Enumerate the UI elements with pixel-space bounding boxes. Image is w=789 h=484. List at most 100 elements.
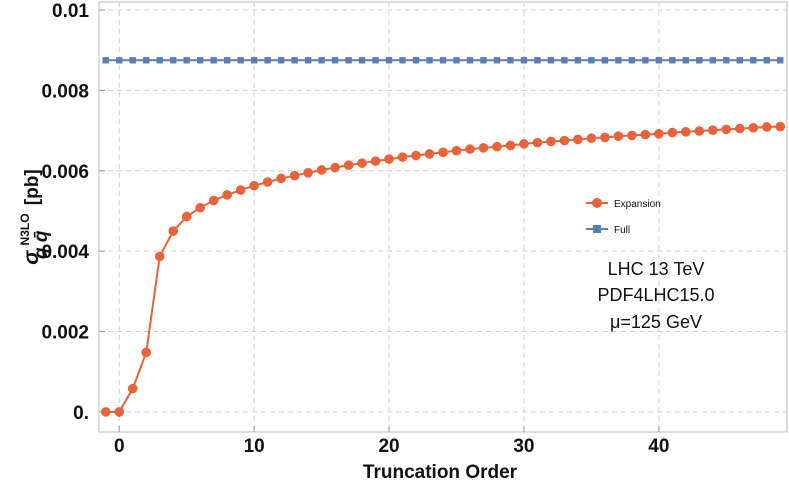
data-point-full <box>453 57 460 64</box>
data-point-expansion <box>451 145 462 156</box>
data-point-full <box>237 57 244 64</box>
data-point-expansion <box>559 135 570 146</box>
data-point-expansion <box>154 251 165 262</box>
series-full <box>102 57 784 64</box>
annotation-collider: LHC 13 TeV <box>608 259 705 279</box>
legend-item-expansion: Expansion <box>586 198 661 210</box>
data-point-expansion <box>276 173 286 184</box>
data-point-full <box>534 57 541 64</box>
grid <box>99 2 787 432</box>
data-point-expansion <box>208 195 219 206</box>
data-point-expansion <box>235 185 246 195</box>
data-point-expansion <box>343 160 354 170</box>
x-tick-label: 0 <box>114 436 125 457</box>
data-point-expansion <box>546 136 556 147</box>
data-point-full <box>615 57 622 64</box>
data-point-full <box>304 57 312 64</box>
data-point-full <box>561 57 568 64</box>
data-point-full <box>331 57 339 64</box>
data-point-full <box>750 57 757 64</box>
data-point-expansion <box>748 122 759 133</box>
data-point-full <box>507 57 514 64</box>
data-point-full <box>399 57 406 64</box>
x-tick-label: 10 <box>244 436 265 457</box>
y-axis-title: σ N3LO [pb] q q̄ <box>13 169 52 264</box>
data-point-full <box>480 57 487 64</box>
data-point-expansion <box>370 156 381 166</box>
y-tick-label: 0. <box>73 403 89 424</box>
annotation: LHC 13 TeV PDF4LHC15.0 μ=125 GeV <box>597 259 714 332</box>
svg-text:σ N3LO [pb]: σ N3LO [pb] <box>13 169 43 264</box>
data-point-expansion <box>141 347 152 358</box>
series-expansion <box>100 121 786 417</box>
data-point-full <box>358 57 366 64</box>
data-point-expansion <box>249 180 259 191</box>
data-point-full <box>345 57 352 64</box>
data-point-expansion <box>289 170 300 181</box>
data-point-expansion <box>640 129 651 140</box>
x-tick-label: 30 <box>513 436 534 457</box>
annotation-pdf: PDF4LHC15.0 <box>597 285 714 305</box>
data-point-expansion <box>316 165 327 175</box>
data-point-full <box>183 57 190 64</box>
data-point-full <box>696 57 703 64</box>
data-point-expansion <box>478 143 489 153</box>
data-point-full <box>156 57 163 64</box>
data-point-full <box>116 57 123 64</box>
data-point-expansion <box>438 147 448 158</box>
data-point-full <box>277 57 285 64</box>
data-point-full <box>129 57 136 64</box>
data-point-full <box>264 57 271 64</box>
data-point-expansion <box>181 211 192 222</box>
data-point-full <box>601 57 609 64</box>
data-point-full <box>709 57 717 64</box>
y-axis-subscript: q q̄ <box>31 230 52 259</box>
data-point-full <box>777 57 784 64</box>
data-point-full <box>493 57 501 64</box>
data-point-full <box>466 57 474 64</box>
data-point-full <box>210 57 217 64</box>
legend-label-full: Full <box>614 225 630 236</box>
y-axis-symbol: σ <box>20 250 43 265</box>
data-point-full <box>588 57 595 64</box>
data-point-expansion <box>613 131 624 142</box>
data-point-full <box>196 57 204 64</box>
data-point-full <box>223 57 231 64</box>
axes: 0 10 20 30 40 0. 0.002 0.004 0.006 0.008 0.01 <box>41 1 669 457</box>
y-axis-superscript: N3LO <box>18 213 32 245</box>
data-point-expansion <box>505 140 516 151</box>
data-point-expansion <box>222 190 232 200</box>
data-point-full <box>426 57 433 64</box>
x-tick-label: 20 <box>378 436 399 457</box>
data-point-full <box>574 57 582 64</box>
x-tick-label: 40 <box>648 436 669 457</box>
data-point-full <box>642 57 649 64</box>
data-point-full <box>655 57 663 64</box>
data-point-full <box>682 57 690 64</box>
data-point-expansion <box>195 202 205 213</box>
data-point-expansion <box>600 132 610 143</box>
data-point-expansion <box>303 167 313 178</box>
data-point-expansion <box>100 407 111 417</box>
data-point-expansion <box>424 149 435 159</box>
data-point-expansion <box>384 154 394 164</box>
data-point-full <box>520 57 528 64</box>
data-point-expansion <box>775 121 786 132</box>
series-layer <box>100 57 786 417</box>
x-axis-title: Truncation Order <box>363 462 518 483</box>
data-point-full <box>736 57 743 64</box>
data-point-full <box>372 57 379 64</box>
data-point-expansion <box>627 130 637 141</box>
data-point-expansion <box>519 139 529 149</box>
data-point-expansion <box>330 162 340 173</box>
data-point-expansion <box>586 133 597 144</box>
data-point-full <box>439 57 447 64</box>
data-point-expansion <box>114 407 125 417</box>
data-point-full <box>385 57 393 64</box>
data-point-expansion <box>667 127 678 138</box>
data-point-expansion <box>532 137 543 148</box>
data-point-expansion <box>721 124 732 135</box>
data-point-expansion <box>465 144 475 154</box>
data-point-expansion <box>708 125 718 135</box>
